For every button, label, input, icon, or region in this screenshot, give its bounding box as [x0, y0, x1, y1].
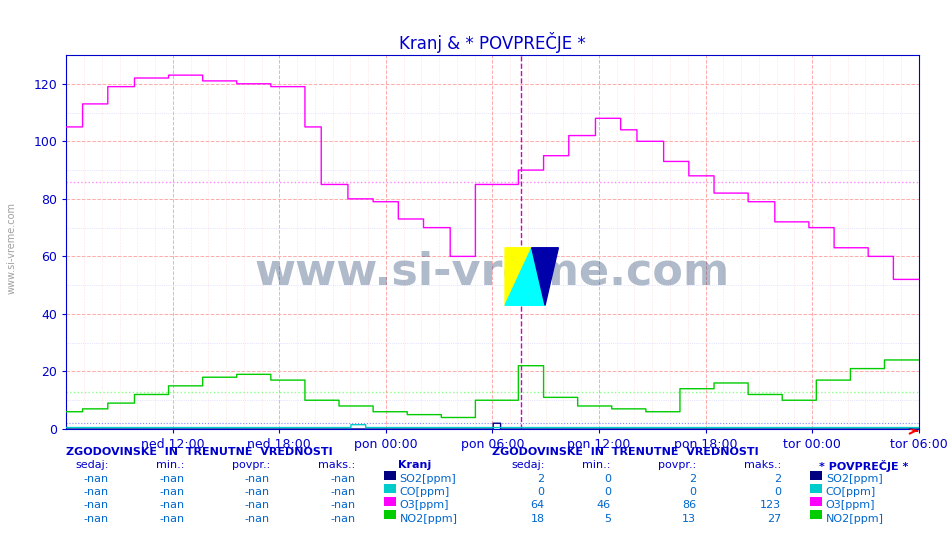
Text: NO2[ppm]: NO2[ppm]: [400, 514, 457, 524]
Text: ZGODOVINSKE  IN  TRENUTNE  VREDNOSTI: ZGODOVINSKE IN TRENUTNE VREDNOSTI: [492, 447, 759, 456]
Text: 0: 0: [604, 487, 611, 497]
Text: -nan: -nan: [244, 474, 270, 485]
Text: 0: 0: [604, 474, 611, 485]
Text: povpr.:: povpr.:: [658, 460, 696, 470]
Text: -nan: -nan: [244, 487, 270, 497]
Text: povpr.:: povpr.:: [232, 460, 270, 470]
Text: 46: 46: [597, 500, 611, 510]
Text: -nan: -nan: [83, 474, 109, 485]
Title: Kranj & * POVPREČJE *: Kranj & * POVPREČJE *: [399, 32, 586, 53]
Text: maks.:: maks.:: [318, 460, 355, 470]
Text: -nan: -nan: [244, 514, 270, 524]
Text: 2: 2: [774, 474, 781, 485]
Text: 2: 2: [537, 474, 545, 485]
Text: CO[ppm]: CO[ppm]: [400, 487, 450, 497]
Text: -nan: -nan: [83, 487, 109, 497]
Text: 86: 86: [682, 500, 696, 510]
Text: -nan: -nan: [244, 500, 270, 510]
Text: -nan: -nan: [330, 474, 355, 485]
Text: -nan: -nan: [83, 514, 109, 524]
Text: 27: 27: [767, 514, 781, 524]
Text: sedaj:: sedaj:: [511, 460, 545, 470]
Text: maks.:: maks.:: [744, 460, 781, 470]
Text: min.:: min.:: [156, 460, 185, 470]
Text: -nan: -nan: [159, 474, 185, 485]
Text: -nan: -nan: [159, 500, 185, 510]
Polygon shape: [505, 248, 531, 305]
Text: * POVPREČJE *: * POVPREČJE *: [819, 460, 908, 472]
Text: O3[ppm]: O3[ppm]: [400, 500, 449, 510]
Text: O3[ppm]: O3[ppm]: [826, 500, 875, 510]
Text: -nan: -nan: [159, 514, 185, 524]
Text: -nan: -nan: [330, 487, 355, 497]
Text: 18: 18: [530, 514, 545, 524]
Text: NO2[ppm]: NO2[ppm]: [826, 514, 884, 524]
Text: min.:: min.:: [582, 460, 611, 470]
Text: 2: 2: [688, 474, 696, 485]
Text: CO[ppm]: CO[ppm]: [826, 487, 876, 497]
Text: -nan: -nan: [330, 514, 355, 524]
Text: 13: 13: [682, 514, 696, 524]
Text: 0: 0: [689, 487, 696, 497]
Polygon shape: [505, 248, 545, 305]
Text: 0: 0: [775, 487, 781, 497]
Text: SO2[ppm]: SO2[ppm]: [400, 474, 456, 485]
Text: 123: 123: [760, 500, 781, 510]
Text: -nan: -nan: [159, 487, 185, 497]
Text: www.si-vreme.com: www.si-vreme.com: [255, 250, 730, 293]
Text: www.si-vreme.com: www.si-vreme.com: [7, 201, 16, 294]
Text: Kranj: Kranj: [398, 460, 431, 470]
Text: sedaj:: sedaj:: [76, 460, 109, 470]
Text: -nan: -nan: [330, 500, 355, 510]
Text: 0: 0: [538, 487, 545, 497]
Text: ZGODOVINSKE  IN  TRENUTNE  VREDNOSTI: ZGODOVINSKE IN TRENUTNE VREDNOSTI: [66, 447, 333, 456]
Text: 64: 64: [530, 500, 545, 510]
Text: 5: 5: [604, 514, 611, 524]
Text: -nan: -nan: [83, 500, 109, 510]
Text: SO2[ppm]: SO2[ppm]: [826, 474, 883, 485]
Polygon shape: [531, 248, 559, 305]
